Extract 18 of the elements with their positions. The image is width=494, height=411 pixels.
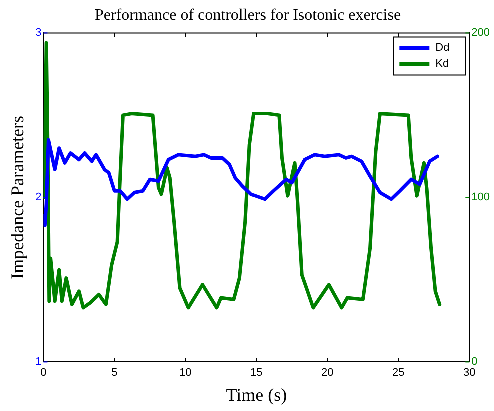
x-tick-label: 25 [392, 366, 405, 379]
x-axis-title: Time (s) [226, 384, 288, 405]
x-tick-label: 0 [40, 366, 47, 379]
x-tick-label: 5 [112, 366, 118, 379]
chart-title: Performance of controllers for Isotonic exercise [94, 6, 402, 24]
x-tick-label: 15 [250, 366, 263, 379]
x-tick-label: 30 [464, 366, 476, 379]
y2-tick-label: 100 [472, 192, 490, 204]
legend-label: Dd [436, 42, 450, 54]
x-tick-label: 10 [180, 366, 192, 379]
x-tick-label: 20 [322, 366, 334, 379]
y-tick-label: 2 [36, 192, 42, 204]
y-tick-label: 1 [36, 356, 42, 368]
legend-label: Kd [436, 58, 450, 70]
y2-tick-label: 200 [472, 27, 490, 40]
y2-tick-label: 0 [472, 356, 478, 368]
y-axis-title: Impedance Parameters [8, 116, 28, 280]
y-tick-label: 3 [36, 27, 42, 40]
